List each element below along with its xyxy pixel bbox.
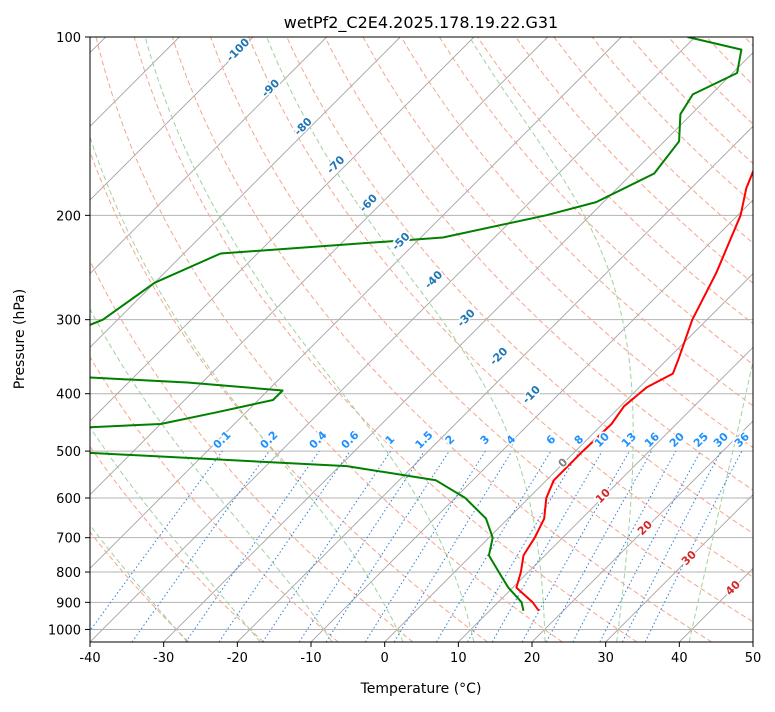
y-tick-label: 800 [56, 566, 81, 581]
x-tick-label: 0 [381, 651, 389, 666]
x-tick-label: -40 [79, 651, 100, 666]
y-tick-label: 300 [56, 314, 81, 329]
x-tick-label: -30 [153, 651, 174, 666]
y-axis-label: Pressure (hPa) [12, 289, 28, 389]
x-tick-label: -10 [300, 651, 321, 666]
x-tick-label: -20 [227, 651, 248, 666]
y-tick-label: 200 [56, 209, 81, 224]
y-tick-label: 600 [56, 492, 81, 507]
x-tick-label: 10 [450, 651, 467, 666]
y-tick-label: 100 [56, 31, 81, 46]
y-tick-label: 400 [56, 388, 81, 403]
chart-title: wetPf2_C2E4.2025.178.19.22.G31 [284, 13, 558, 33]
x-axis-label: Temperature (°C) [360, 681, 482, 697]
y-tick-label: 500 [56, 445, 81, 460]
x-tick-label: 30 [597, 651, 614, 666]
y-tick-label: 700 [56, 532, 81, 547]
y-tick-label: 1000 [48, 623, 81, 638]
x-tick-label: 20 [524, 651, 541, 666]
x-tick-label: 50 [745, 651, 762, 666]
x-tick-label: 40 [671, 651, 688, 666]
y-tick-label: 900 [56, 596, 81, 611]
